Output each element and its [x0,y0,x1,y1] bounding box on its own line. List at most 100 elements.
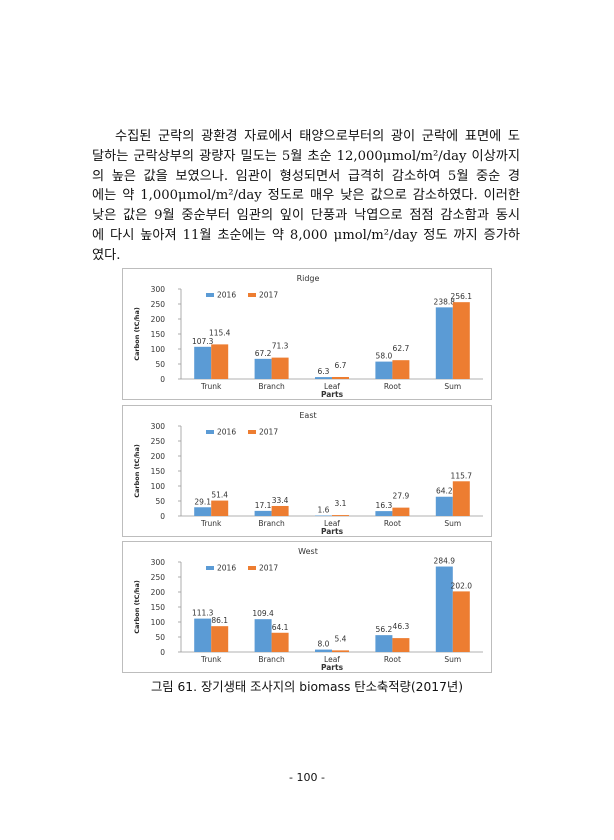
legend-label: 2016 [217,428,236,437]
y-tick-label: 300 [151,558,166,567]
bar-2017 [392,638,410,652]
bar-2016 [435,307,453,379]
legend-label: 2017 [259,428,278,437]
legend-label: 2017 [259,291,278,300]
paragraph-line: 수집된 군락의 광환경 자료에서 태양으로부터의 광이 군락에 표면에 도 [115,129,520,144]
data-label: 29.1 [194,497,211,506]
bar-2017 [332,650,349,652]
bar-2016 [375,511,393,516]
x-axis-label: Parts [321,527,344,536]
y-tick-label: 100 [151,618,166,627]
bar-2017 [452,481,470,516]
y-tick-label: 150 [151,330,166,339]
data-label: 56.2 [376,625,393,634]
chart-svg: Ridge 0 50 100 150 200 250 300 Carbon (tC/ha) Par… [133,274,483,399]
data-label: 33.4 [272,496,289,505]
data-label: 8.0 [318,640,330,649]
legend-swatch-2017 [248,293,256,297]
body-paragraph: 수집된 군락의 광환경 자료에서 태양으로부터의 광이 군락에 표면에 도 달하… [92,127,520,266]
bar-2017 [452,591,470,652]
x-tick-label: Branch [258,382,285,391]
y-tick-label: 50 [155,633,165,642]
y-tick-label: 0 [160,512,165,521]
legend-swatch-2016 [206,293,214,297]
x-tick-label: Sum [444,655,461,664]
bar-2016 [315,377,332,379]
data-label: 67.2 [255,349,272,358]
bar-2016 [254,358,272,379]
legend-label: 2017 [259,564,278,573]
y-tick-label: 200 [151,315,166,324]
x-tick-label: Trunk [200,655,222,664]
legend-label: 2016 [217,291,236,300]
bar-2017 [271,505,289,516]
y-tick-label: 100 [151,482,166,491]
legend-swatch-2017 [248,566,256,570]
data-label: 58.0 [376,352,393,361]
bar-2017 [211,344,229,379]
bar-2016 [435,496,453,516]
data-label: 6.3 [318,367,330,376]
y-tick-label: 0 [160,375,165,384]
data-label: 256.1 [451,292,473,301]
data-label: 202.0 [451,581,473,590]
bar-2016 [194,346,212,379]
data-label: 5.4 [335,634,347,643]
y-tick-label: 50 [155,497,165,506]
chart-title: Ridge [297,274,320,283]
data-label: 64.2 [436,487,453,496]
data-label: 51.4 [211,491,228,500]
data-label: 1.6 [318,506,330,515]
chart-west: West 0 50 100 150 200 250 300 Carbon (tC/ha) Part… [122,541,492,673]
bar-2017 [271,632,289,652]
data-label: 27.9 [393,492,410,501]
y-tick-label: 150 [151,467,166,476]
bar-2016 [254,510,272,516]
y-tick-label: 250 [151,437,166,446]
y-axis-label: Carbon (tC/ha) [133,444,141,498]
y-tick-label: 300 [151,285,166,294]
legend-swatch-2016 [206,566,214,570]
bar-2016 [194,618,212,652]
data-label: 111.3 [192,609,214,618]
bar-2016 [194,507,212,516]
y-tick-label: 0 [160,648,165,657]
bar-2016 [375,361,393,379]
data-label: 64.1 [272,623,289,632]
data-label: 109.4 [252,609,274,618]
data-label: 238.8 [434,297,456,306]
x-tick-label: Sum [444,519,461,528]
paragraph-line: 였다. [92,247,121,263]
paragraph-line: 낮은 값은 9월 중순부터 임관의 잎이 단풍과 낙엽으로 점점 감소함과 동시 [92,208,520,224]
x-tick-label: Branch [258,519,285,528]
chart-east: East 0 50 100 150 200 250 300 Carbon (tC/ha) Part… [122,405,492,537]
x-axis-label: Parts [321,663,344,672]
chart-svg: West 0 50 100 150 200 250 300 Carbon (tC/ha) Part… [133,547,483,672]
bar-2017 [452,302,470,379]
legend-label: 2016 [217,564,236,573]
y-tick-label: 300 [151,422,166,431]
data-label: 3.1 [335,499,347,508]
paragraph-line: 의 높은 값을 보였으나. 임관이 형성되면서 급격히 감소하여 5월 중순 경 [92,168,520,184]
x-tick-label: Leaf [324,519,340,528]
x-tick-label: Leaf [324,382,340,391]
bar-2017 [392,507,410,516]
y-tick-label: 50 [155,360,165,369]
bar-2017 [332,376,349,379]
paragraph-line: 달하는 군락상부의 광량자 밀도는 5월 초순 12,000μmol/m²/da… [92,148,520,164]
y-tick-label: 200 [151,452,166,461]
bar-2016 [254,619,272,652]
bar-2017 [332,515,349,516]
data-label: 115.7 [451,471,473,480]
x-tick-label: Leaf [324,655,340,664]
data-label: 284.9 [434,557,456,566]
y-tick-label: 100 [151,345,166,354]
chart-svg: East 0 50 100 150 200 250 300 Carbon (tC/ha) Part… [133,411,483,536]
page-number: - 100 - [289,771,325,784]
chart-ridge: Ridge 0 50 100 150 200 250 300 Carbon (tC/ha) Par… [122,268,492,400]
legend-swatch-2016 [206,430,214,434]
chart-title: West [298,547,318,556]
bar-2017 [271,357,289,379]
y-tick-label: 150 [151,603,166,612]
data-label: 62.7 [393,344,410,353]
